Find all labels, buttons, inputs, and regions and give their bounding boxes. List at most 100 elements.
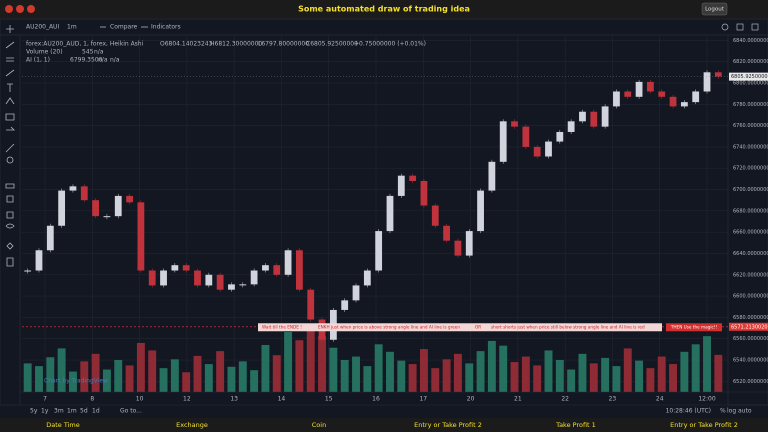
x-tick-label: 7	[43, 396, 47, 403]
volume-bar	[272, 355, 281, 392]
annotation-text: ENKH just when price is above strong ang…	[318, 324, 460, 329]
volume-bar	[35, 366, 43, 392]
legend-high: H6812.30000000	[210, 41, 262, 48]
candle	[171, 265, 179, 271]
watermark[interactable]: Chart by TradingView	[44, 378, 108, 385]
period-button[interactable]: 5d	[80, 408, 88, 415]
candle	[397, 175, 405, 196]
x-tick-label: 12	[183, 396, 191, 403]
candle	[703, 72, 711, 92]
indicators[interactable]: Indicators	[151, 24, 181, 31]
volume-bar	[567, 369, 576, 392]
period-button[interactable]: 5y	[30, 408, 38, 415]
volume-ma: n/a	[94, 49, 104, 56]
candle	[488, 161, 496, 191]
volume-bar	[374, 344, 383, 392]
legend-low: L6797.80000000	[258, 41, 309, 48]
candle	[352, 285, 360, 301]
icon[interactable]	[5, 5, 13, 13]
candle	[205, 274, 213, 286]
logout-button[interactable]	[701, 2, 728, 16]
candle	[126, 195, 133, 203]
candle	[250, 270, 258, 285]
volume-bar	[114, 359, 123, 392]
candle	[522, 126, 530, 147]
period-button[interactable]: Go to...	[120, 408, 142, 415]
period-button[interactable]: 1d	[92, 408, 100, 415]
candle	[658, 91, 666, 97]
symbol[interactable]: AU200_AUI	[26, 24, 59, 31]
legend-change: +0.75000000 (+0.01%)	[354, 41, 426, 48]
volume-bar	[91, 353, 100, 392]
candle	[601, 106, 609, 127]
footer-label: Entry or Take Profit 2	[670, 421, 738, 429]
icon[interactable]	[16, 5, 24, 13]
candle	[669, 96, 677, 107]
sidebar-icons[interactable]	[5, 25, 15, 267]
x-tick-label: 15	[325, 396, 333, 403]
candle	[307, 289, 315, 320]
ai-b: n/a	[110, 57, 120, 64]
period-button[interactable]: 3m	[54, 408, 64, 415]
volume-bar	[657, 356, 666, 392]
legend-symbol: forex:AU200_AUD, 1, forex, Heikin Ashi	[26, 41, 144, 48]
candle	[533, 146, 541, 157]
volume-bar	[340, 359, 349, 392]
snapshot-icon[interactable]	[751, 23, 759, 31]
y-tick-label: 6640.00000000	[733, 251, 768, 257]
legend-close: C6805.92500000	[306, 41, 358, 48]
volume-bar	[476, 351, 485, 392]
x-tick-label: 8	[90, 396, 94, 403]
footer-label: Coin	[312, 421, 326, 429]
volume-bar	[714, 354, 723, 392]
volume-bar	[352, 356, 360, 392]
volume-bar	[499, 345, 508, 392]
candle	[613, 91, 620, 107]
volume-bar	[703, 336, 711, 392]
y-tick-label: 6680.00000000	[733, 208, 768, 214]
candle	[58, 190, 66, 226]
volume-bar	[68, 371, 77, 392]
volume-bar	[250, 370, 259, 392]
volume-bar	[510, 362, 519, 392]
candle	[680, 102, 688, 107]
y-tick-label: 6540.00000000	[733, 358, 768, 364]
volume-bar	[182, 372, 191, 392]
candle	[714, 72, 722, 77]
x-tick-label: 24	[656, 396, 664, 403]
fullscreen-icon[interactable]	[736, 23, 744, 31]
y-tick-label: 6520.00000000	[733, 379, 768, 385]
interval[interactable]: 1m	[67, 24, 77, 31]
candle	[647, 81, 654, 92]
percent-toggle[interactable]: %	[720, 408, 726, 415]
volume-bar	[431, 368, 440, 392]
auto-toggle[interactable]: auto	[738, 408, 752, 415]
period-button[interactable]: 1y	[41, 408, 49, 415]
volume-bar	[589, 363, 598, 392]
candle	[624, 91, 632, 97]
footer-label: Entry or Take Profit 2	[414, 421, 482, 429]
period-button[interactable]: 1m	[67, 408, 77, 415]
candle	[46, 225, 54, 251]
candle	[465, 231, 473, 256]
annotation-box	[258, 323, 662, 332]
y-tick-label: 6800.00000000	[733, 80, 768, 86]
candle	[545, 141, 552, 157]
icon[interactable]	[27, 5, 35, 13]
compare[interactable]: Compare	[110, 24, 138, 31]
volume-bar	[521, 356, 530, 392]
candle	[692, 91, 700, 103]
volume-bar	[363, 366, 372, 392]
volume-bar	[318, 336, 327, 392]
logout-label[interactable]: Logout	[705, 7, 725, 13]
y-tick-label: 6820.00000000	[733, 59, 768, 65]
footer-label: Take Profit 1	[555, 421, 596, 429]
candle	[182, 265, 190, 271]
volume-bar	[465, 363, 474, 392]
candle	[579, 111, 586, 122]
volume-bar	[170, 359, 179, 392]
log-toggle[interactable]: log	[727, 408, 736, 415]
footer-label: Exchange	[176, 421, 208, 429]
settings-icon[interactable]	[721, 23, 729, 31]
volume-bar	[329, 347, 338, 392]
